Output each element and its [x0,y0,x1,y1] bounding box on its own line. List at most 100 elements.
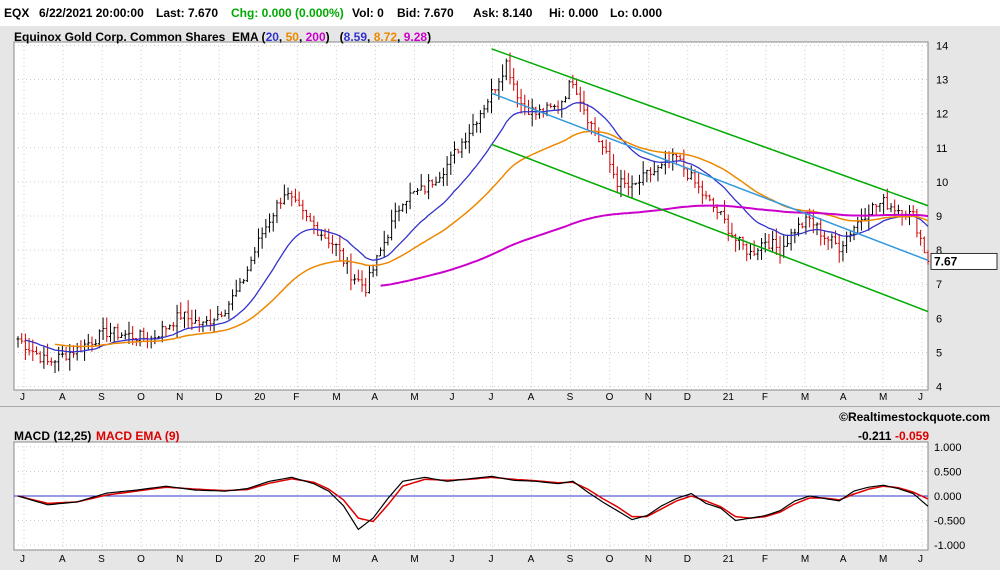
macd-chart[interactable]: 1.000 0.500 0.000 -0.500 -1.000 J A S O N D 20 F M A M J… [0,426,1000,570]
x-tick-label: J [489,392,494,403]
macd-y-tick-label: 0.000 [934,491,962,503]
ema-legend: EMA (20, 50, 200) (8.59, 8.72, 9.28) [232,30,432,44]
macd-ema-label: MACD EMA (9) [96,429,180,443]
macd-x-tick-label: J [489,554,494,565]
x-tick-label: S [98,392,105,403]
trend-line [491,92,929,262]
x-tick-label: D [215,392,222,403]
macd-x-tick-label: A [371,554,378,565]
change: Chg: 0.000 (0.000%) [231,6,344,20]
x-tick-label: M [879,392,887,403]
y-tick-label: 4 [936,382,942,394]
y-tick-label: 10 [936,177,948,189]
ema-value-50: 8.72 [373,30,398,44]
macd-y-tick-label: -0.500 [934,516,965,528]
ema-value-200: 9.28 [403,30,428,44]
macd-x-tick-label: J [449,554,454,565]
symbol: EQX [4,6,30,20]
channel-lower-line [491,143,929,313]
y-tick-label: 13 [936,75,948,87]
high: Hi: 0.000 [549,6,599,20]
macd-x-tick-label: J [918,554,923,565]
macd-x-tick-label: D [684,554,691,565]
ema-legend-label: EMA ( [232,30,266,44]
x-tick-label: D [684,392,691,403]
x-tick-label: F [762,392,768,403]
macd-y-tick-label: 1.000 [934,442,962,454]
x-tick-label: J [20,392,25,403]
last-price-tag: 7.67 [934,254,958,268]
last-price-tag-box [930,252,998,270]
macd-y-tick-label: 0.500 [934,466,962,478]
ema-value-20: 8.59 [343,30,368,44]
macd-x-tick-label: 20 [254,554,266,565]
macd-x-tick-label: O [606,554,614,565]
x-tick-label: A [59,392,66,403]
price-chart[interactable]: 4 5 6 7 8 9 10 11 12 13 14 J A S O N D 20 F M A M J J A S O N D 21 F M A… [0,26,1000,406]
ema-200-line [380,204,929,287]
macd-x-tick-label: A [840,554,847,565]
volume: Vol: 0 [352,6,384,20]
watermark-bar: ©Realtimestockquote.com [0,406,1000,428]
x-tick-label: N [645,392,652,403]
macd-x-tick-label: F [293,554,299,565]
y-tick-label: 7 [936,279,942,291]
ask: Ask: 8.140 [473,6,533,20]
x-tick-label: O [137,392,145,403]
x-tick-label: M [410,392,418,403]
y-tick-label: 8 [936,245,942,257]
macd-x-tick-label: D [215,554,222,565]
macd-x-tick-label: M [879,554,887,565]
channel-upper-line [491,48,929,207]
x-tick-label: 21 [723,392,735,403]
macd-x-tick-label: O [137,554,145,565]
low: Lo: 0.000 [610,6,663,20]
macd-y-tick-label: -1.000 [934,540,965,552]
macd-x-tick-label: M [410,554,418,565]
ema-period-200: 200 [305,30,326,44]
x-tick-label: A [371,392,378,403]
x-tick-label: 20 [254,392,266,403]
macd-x-tick-label: F [762,554,768,565]
macd-x-tick-label: M [332,554,340,565]
y-tick-label: 6 [936,313,942,325]
macd-value: -0.211 [858,429,892,443]
price-chart-panel[interactable]: 4 5 6 7 8 9 10 11 12 13 14 J A S O N D 20 F M A M J J A S O N D 21 F M A… [0,26,1000,406]
y-tick-label: 12 [936,109,948,121]
x-tick-label: N [176,392,183,403]
y-tick-label: 9 [936,211,942,223]
macd-x-tick-label: S [567,554,574,565]
ema-20-line [25,102,929,353]
macd-x-tick-label: 21 [723,554,735,565]
x-tick-label: J [918,392,923,403]
macd-x-tick-label: A [59,554,66,565]
macd-x-tick-label: N [176,554,183,565]
x-tick-label: S [567,392,574,403]
quote-bar: EQX 6/22/2021 20:00:00 Last: 7.670 Chg: … [0,0,1000,27]
quote-datetime: 6/22/2021 20:00:00 [39,6,144,20]
x-tick-label: M [801,392,809,403]
x-tick-label: O [606,392,614,403]
macd-signal-value: -0.059 [895,429,930,443]
macd-x-tick-label: J [20,554,25,565]
x-tick-label: F [293,392,299,403]
y-tick-label: 11 [936,143,947,155]
macd-x-tick-label: S [98,554,105,565]
y-tick-label: 5 [936,347,942,359]
chart-title: Equinox Gold Corp. Common Shares [14,30,226,44]
macd-panel[interactable]: 1.000 0.500 0.000 -0.500 -1.000 J A S O N D 20 F M A M J… [0,426,1000,570]
watermark: ©Realtimestockquote.com [839,410,990,424]
macd-label: MACD (12,25) [14,429,92,443]
x-tick-label: A [528,392,535,403]
macd-x-tick-label: M [801,554,809,565]
last-price: Last: 7.670 [156,6,219,20]
macd-line [17,475,929,531]
macd-x-tick-label: A [528,554,535,565]
bid: Bid: 7.670 [397,6,454,20]
x-tick-label: J [449,392,454,403]
x-tick-label: M [332,392,340,403]
ema-period-20: 20 [265,30,279,44]
x-tick-label: A [840,392,847,403]
y-tick-label: 14 [936,40,948,52]
macd-x-tick-label: N [645,554,652,565]
